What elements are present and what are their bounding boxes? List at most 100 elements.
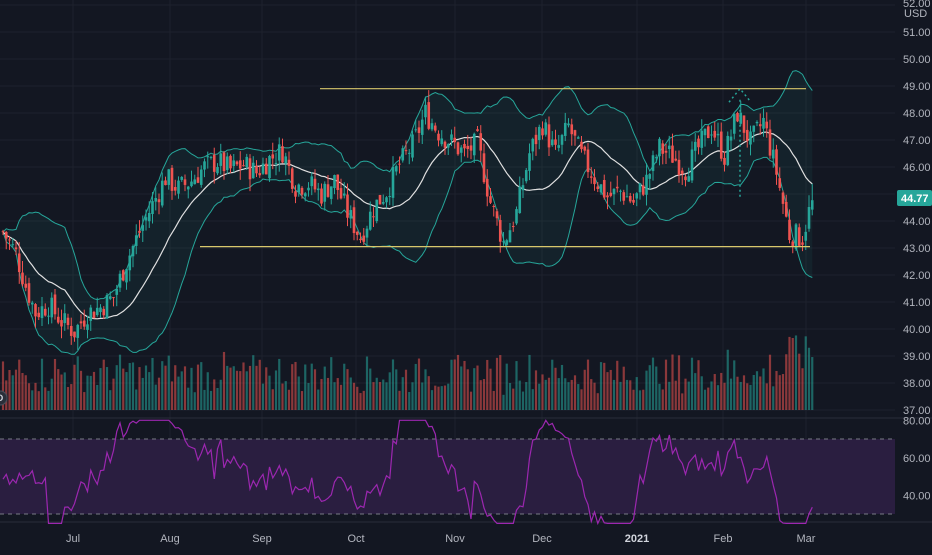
candle-body (498, 220, 502, 242)
candle-body (388, 195, 392, 197)
candle-body (206, 156, 210, 158)
volume-bar (44, 387, 47, 410)
volume-bar (333, 382, 336, 410)
currency-label: USD (904, 8, 927, 20)
volume-bar (609, 369, 612, 410)
support-resistance-levels (200, 87, 810, 248)
volume-bar (772, 386, 775, 410)
volume-bar (86, 375, 89, 410)
volume-bar (473, 368, 476, 410)
candle-body (14, 247, 18, 250)
volume-bar (99, 368, 102, 410)
candle-body (479, 133, 483, 151)
candle-body (219, 153, 223, 166)
volume-bar (268, 375, 271, 410)
volume-bar (752, 374, 755, 410)
volume-bar (525, 382, 528, 410)
candle-body (131, 245, 135, 257)
volume-bar (538, 383, 541, 410)
last-price-text: 44.77 (901, 193, 929, 205)
volume-bar (544, 379, 547, 410)
volume-bar (187, 387, 190, 410)
candle-body (528, 153, 531, 171)
volume-bar (749, 384, 752, 410)
volume-bar (733, 360, 736, 410)
candle-body (589, 176, 593, 178)
candle-body (775, 149, 778, 175)
candle-body (541, 128, 544, 136)
volume-bar (515, 361, 518, 410)
volume-bar (547, 377, 551, 410)
candle-body (427, 102, 431, 129)
candle-body (229, 155, 232, 169)
volume-bar (469, 391, 473, 410)
volume-bar (781, 374, 785, 410)
candle-body (794, 224, 798, 249)
volume-bar (583, 369, 586, 410)
candle-body (183, 179, 187, 185)
volume-bar (586, 359, 590, 410)
price-tick-label: 42.00 (903, 270, 931, 282)
candle-body (609, 192, 613, 196)
volume-bar (352, 382, 356, 410)
candle-body (186, 186, 190, 190)
volume-bar (365, 356, 369, 410)
volume-bar (180, 371, 183, 410)
volume-bar (775, 370, 778, 410)
volume-bar (700, 376, 703, 410)
volume-bar (778, 375, 781, 410)
volume-bar (200, 362, 203, 410)
rsi-tick-label: 60.00 (903, 453, 931, 465)
volume-bar (206, 372, 209, 410)
volume-bar (92, 371, 96, 410)
bollinger-bands (2, 70, 813, 355)
volume-bar (83, 392, 86, 410)
candle-body (248, 158, 252, 180)
volume-bar (313, 369, 317, 410)
candle-body (300, 187, 304, 195)
volume-bar (596, 393, 599, 410)
volume-bar (128, 363, 131, 410)
candle-body (466, 145, 470, 149)
candle-body (232, 160, 236, 167)
volume-bar (349, 377, 352, 410)
volume-bar (502, 394, 505, 410)
candle-body (713, 130, 717, 138)
candle-body (225, 156, 229, 171)
volume-bar (261, 383, 265, 410)
volume-bar (135, 389, 138, 410)
candle-body (664, 150, 668, 153)
volume-bar (278, 358, 281, 410)
candle-body (612, 188, 616, 195)
volume-bar (138, 367, 141, 410)
candle-body (167, 169, 171, 185)
volume-bar (668, 381, 671, 410)
candle-body (534, 134, 538, 145)
axis-layer: 51.0050.0049.0048.0047.0046.0045.0044.00… (66, 0, 931, 545)
volume-bar (599, 362, 603, 410)
candle-body (697, 138, 700, 148)
volume-bar (681, 393, 684, 410)
volume-bar (661, 389, 664, 410)
last-price-bg (897, 190, 932, 206)
volume-bar (34, 382, 37, 410)
event-marker[interactable]: D (0, 390, 8, 406)
candle-body (138, 230, 141, 233)
volume-bar (47, 390, 50, 410)
event-marker-label: D (0, 393, 4, 403)
candle-body (261, 163, 265, 174)
volume-bar (323, 366, 326, 410)
candles (1, 90, 814, 350)
volume-bar (375, 377, 378, 410)
volume-bar (430, 390, 434, 410)
candle-body (765, 121, 769, 129)
volume-bar (144, 365, 148, 410)
volume-bar (616, 360, 619, 410)
candle-body (778, 178, 782, 188)
volume-bar (632, 389, 635, 410)
candle-body (281, 146, 284, 163)
candle-body (193, 179, 197, 185)
candle-body (63, 313, 67, 324)
